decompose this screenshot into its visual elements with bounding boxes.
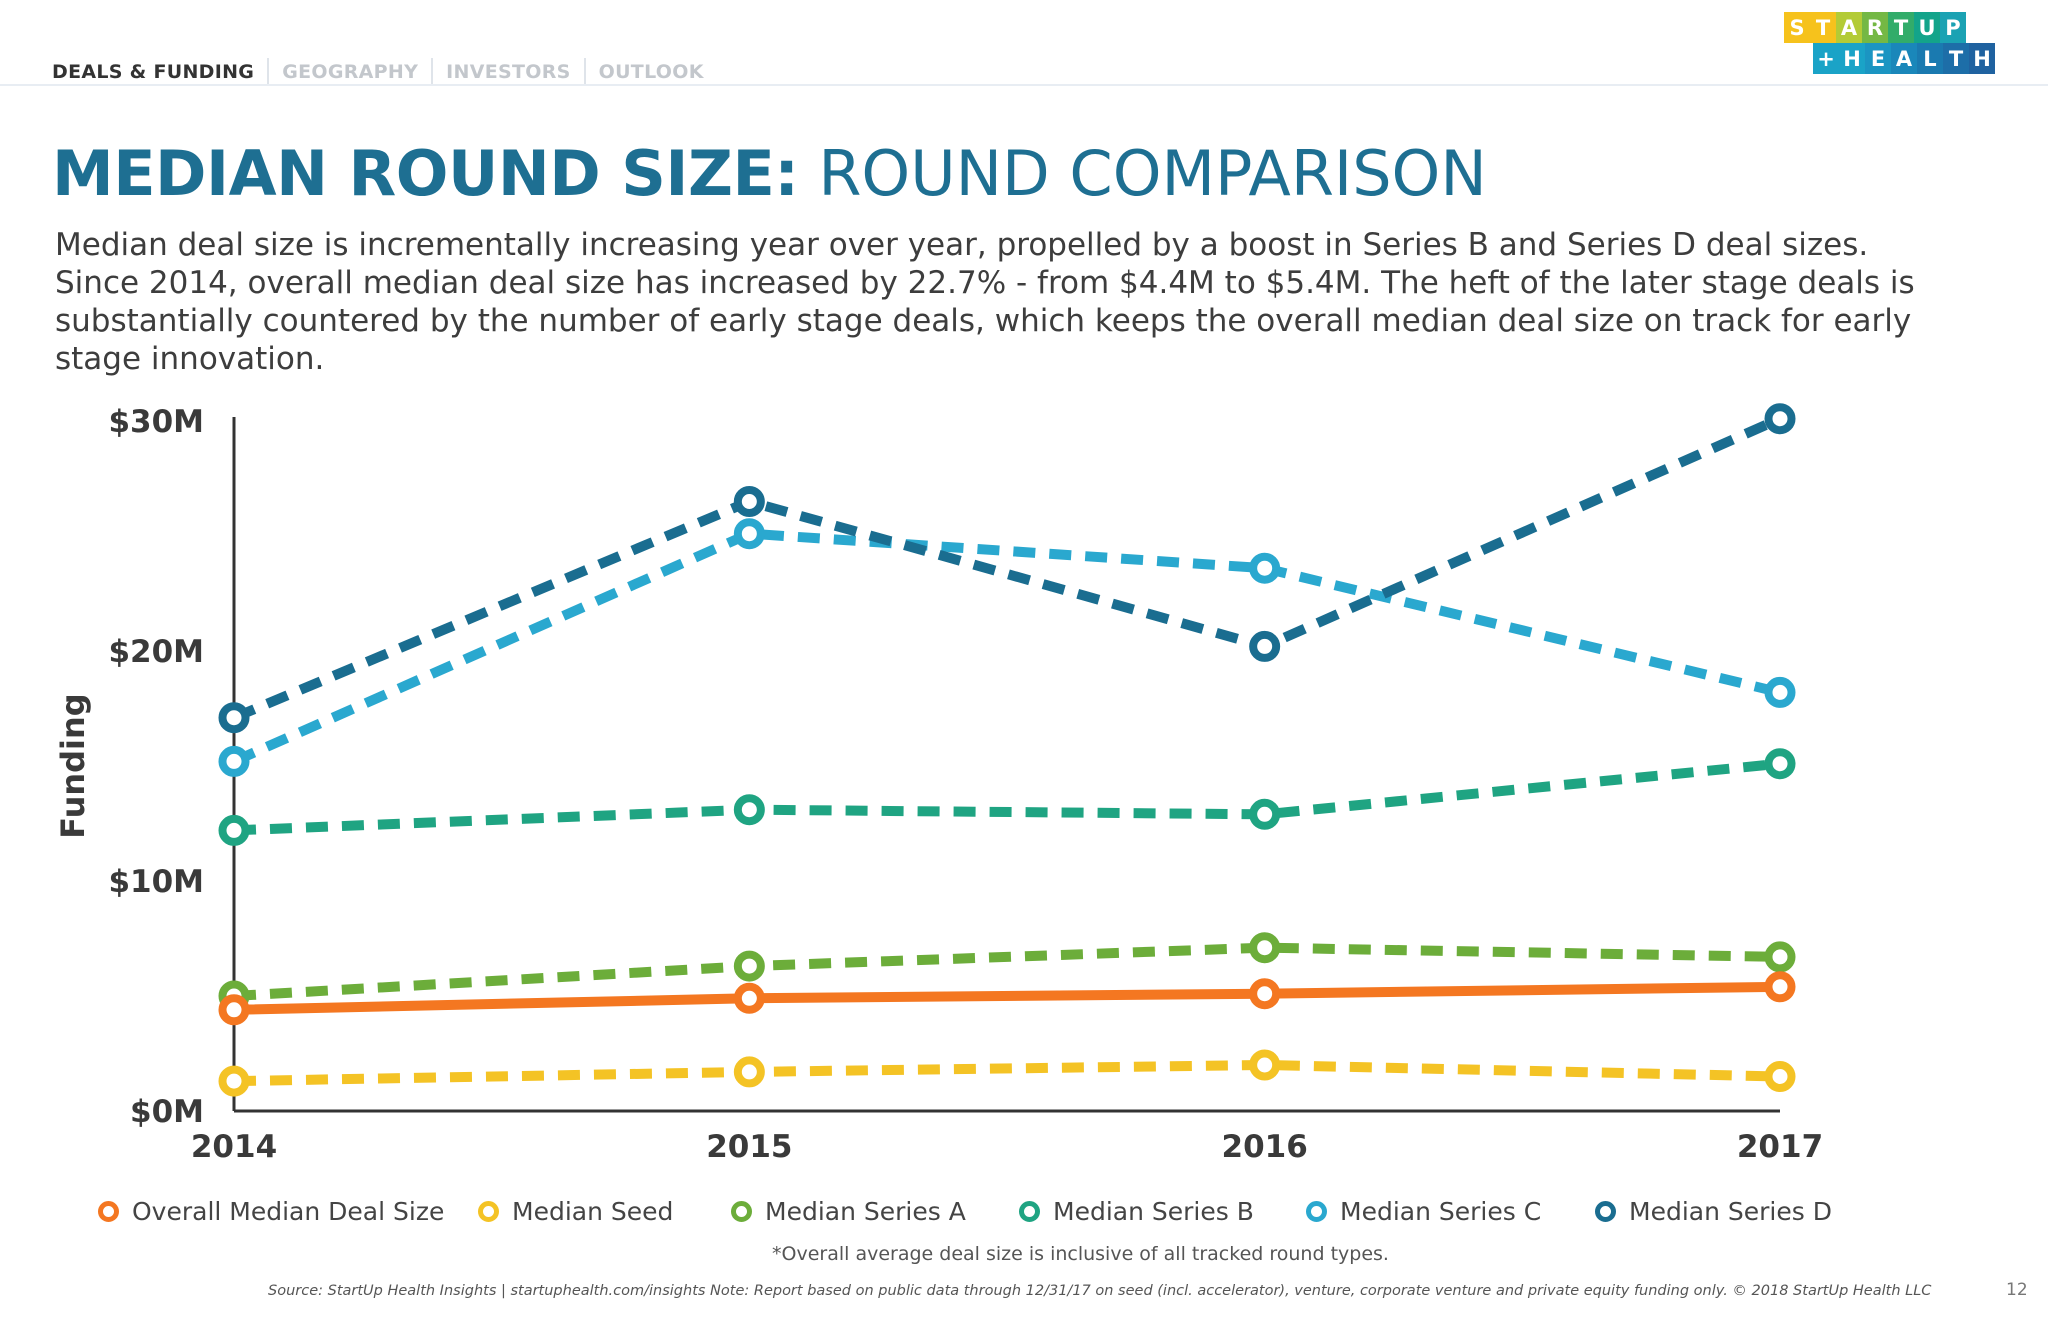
data-point <box>1249 552 1281 584</box>
legend-label: Median Series B <box>1053 1196 1254 1226</box>
data-point <box>733 1056 765 1088</box>
legend-item-overall-median-deal-size: Overall Median Deal Size <box>98 1193 444 1229</box>
data-point <box>733 486 765 517</box>
series-median-series-c <box>218 518 1796 777</box>
data-point <box>733 950 765 982</box>
y-tick-label: $30M <box>108 404 204 440</box>
series-overall-median-deal-size <box>218 971 1796 1026</box>
legend-label: Median Series A <box>765 1196 966 1226</box>
x-tick-label: 2015 <box>706 1129 792 1165</box>
data-point <box>1249 630 1281 662</box>
logo-letter: P <box>1940 12 1966 43</box>
series-line <box>232 414 1783 723</box>
logo-letter: H <box>1839 43 1865 74</box>
data-point <box>1764 971 1796 1003</box>
data-point <box>1249 1049 1281 1081</box>
y-tick-labels: $30M $20M $10M $0M <box>108 404 204 1130</box>
legend-item-median-seed: Median Seed <box>478 1193 673 1229</box>
data-point <box>1764 403 1796 435</box>
y-tick-label: $10M <box>108 864 204 900</box>
data-point <box>218 745 250 777</box>
tab-geography[interactable]: GEOGRAPHY <box>267 58 431 86</box>
data-point <box>733 982 765 1014</box>
data-point <box>1249 798 1281 830</box>
series-line <box>233 1059 1781 1087</box>
footnote: *Overall average deal size is inclusive … <box>772 1243 1389 1265</box>
series-median-series-b <box>218 748 1796 846</box>
data-point <box>1249 978 1281 1010</box>
x-tick-labels: 2014 2015 2016 2017 <box>191 1129 1823 1165</box>
series-median-series-d <box>218 403 1796 734</box>
x-tick-label: 2017 <box>1737 1129 1823 1165</box>
page-title-light: ROUND COMPARISON <box>798 137 1487 210</box>
data-point <box>733 794 765 826</box>
source-note: Source: StartUp Health Insights | startu… <box>268 1283 1932 1299</box>
data-point <box>1764 748 1796 780</box>
series-line <box>233 942 1781 1001</box>
logo-letter: T <box>1810 12 1836 43</box>
series-line <box>231 528 1782 766</box>
logo-letter: U <box>1914 12 1940 43</box>
tab-deals-funding[interactable]: DEALS & FUNDING <box>52 61 255 83</box>
data-point <box>1764 941 1796 973</box>
logo-letter: H <box>1969 43 1995 74</box>
legend-item-median-series-b: Median Series B <box>1019 1193 1254 1229</box>
legend-item-median-series-a: Median Series A <box>731 1193 966 1229</box>
legend-label: Median Series C <box>1340 1196 1542 1226</box>
legend-marker-icon <box>1019 1200 1040 1222</box>
data-point <box>1764 676 1796 708</box>
x-tick-label: 2016 <box>1222 1129 1308 1165</box>
logo-letter: L <box>1917 43 1943 74</box>
legend-label: Median Seed <box>512 1196 674 1226</box>
page-number: 12 <box>2006 1280 2028 1300</box>
series-line <box>233 758 1781 836</box>
logo-letter: E <box>1865 43 1891 74</box>
page-title: MEDIAN ROUND SIZE: ROUND COMPARISON <box>52 132 1487 216</box>
legend-marker-icon <box>731 1200 752 1222</box>
legend-item-median-series-c: Median Series C <box>1306 1193 1541 1229</box>
legend-marker-icon <box>1595 1200 1616 1222</box>
data-point <box>218 1065 250 1097</box>
logo-letter: A <box>1891 43 1917 74</box>
logo-letter: R <box>1862 12 1888 43</box>
logo-letter: A <box>1836 12 1862 43</box>
median-round-size-chart: Funding $30M $20M $10M $0M 2014 2015 2016 2017 <box>54 403 1823 1165</box>
logo-row-startup: S T A R T U P <box>1784 12 1995 43</box>
series-line <box>233 981 1781 1015</box>
legend-label: Median Series D <box>1629 1196 1832 1226</box>
logo-letter: T <box>1943 43 1969 74</box>
section-nav: DEALS & FUNDING GEOGRAPHY INVESTORS OUTL… <box>52 58 717 86</box>
data-point <box>733 518 765 550</box>
y-tick-label: $20M <box>108 634 204 670</box>
logo-letter: T <box>1888 12 1914 43</box>
data-point <box>1249 932 1281 964</box>
y-tick-label: $0M <box>130 1094 204 1130</box>
nav-divider <box>0 84 2048 86</box>
series-median-seed <box>218 1049 1796 1097</box>
data-point <box>1764 1061 1796 1092</box>
legend-marker-icon <box>1306 1200 1327 1222</box>
data-point <box>218 702 250 734</box>
data-point <box>218 814 250 846</box>
logo-letter: S <box>1784 12 1810 43</box>
page-title-bold: MEDIAN ROUND SIZE: <box>52 137 799 210</box>
legend-marker-icon <box>98 1200 119 1222</box>
chart-series <box>218 403 1796 1097</box>
tab-outlook[interactable]: OUTLOOK <box>583 58 717 86</box>
tab-investors[interactable]: INVESTORS <box>431 58 583 86</box>
y-axis-label: Funding <box>54 693 92 838</box>
legend-item-median-series-d: Median Series D <box>1595 1193 1832 1229</box>
logo-letter: + <box>1813 43 1839 74</box>
page-description: Median deal size is incrementally increa… <box>55 227 1915 377</box>
legend-label: Overall Median Deal Size <box>132 1196 445 1226</box>
startup-health-logo: S T A R T U P + H E A L T H <box>1784 12 1995 74</box>
x-tick-label: 2014 <box>191 1129 277 1165</box>
logo-row-health: + H E A L T H <box>1813 43 1995 74</box>
legend-marker-icon <box>478 1200 499 1222</box>
data-point <box>218 994 250 1026</box>
